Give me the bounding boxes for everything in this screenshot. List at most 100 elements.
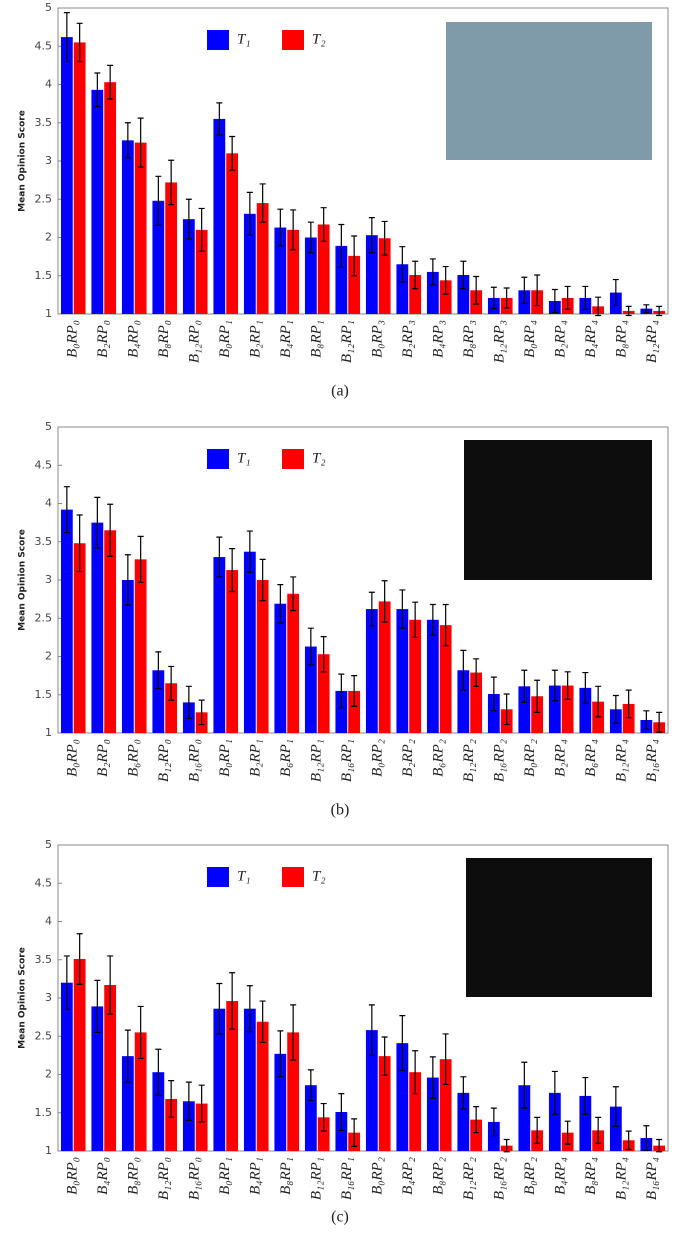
bar: [213, 119, 225, 314]
y-tick-label: 5: [45, 420, 52, 433]
bar: [135, 559, 147, 733]
x-tick-label: B₄RP₀: [95, 1157, 111, 1195]
x-tick-label: B₆RP₂: [431, 739, 447, 777]
x-tick-label: B₁₂RP₄: [614, 739, 630, 782]
x-tick-label: B₈RP₂: [431, 1157, 447, 1195]
y-tick-label: 1.5: [35, 269, 53, 282]
y-axis-label: Mean Opinion Score: [18, 947, 28, 1049]
y-tick-label: 5: [45, 1, 52, 14]
legend-label: T₂: [312, 31, 326, 47]
x-tick-label: B₁₆RP₂: [492, 1157, 508, 1200]
x-tick-label: B₁₂RP₁: [309, 1157, 325, 1200]
bar: [122, 140, 134, 314]
x-tick-label: B₀RP₂: [370, 1157, 386, 1195]
x-tick-label: B₂RP₀: [95, 320, 111, 358]
legend-swatch: [207, 867, 229, 887]
x-tick-label: B₂RP₁: [248, 739, 264, 777]
bar: [427, 620, 439, 733]
x-tick-label: B₈RP₀: [156, 320, 172, 358]
legend-label: T₁: [237, 450, 251, 466]
x-tick-label: B₄RP₃: [431, 320, 447, 358]
bar: [244, 552, 256, 733]
bar: [135, 143, 147, 314]
x-tick-label: B₁₂RP₀: [156, 739, 172, 782]
y-tick-label: 1.5: [35, 688, 53, 701]
x-tick-label: B₁₆RP₀: [187, 1157, 203, 1200]
x-tick-label: B₁₂RP₂: [461, 1157, 477, 1200]
y-tick-label: 3: [45, 154, 52, 167]
x-tick-label: B₀RP₂: [522, 1157, 538, 1195]
figure: 1 1.5 2 2.5 3 3.5 4 4.5 5 Mean Opinion Score T₁ T₂ B…: [0, 0, 680, 1243]
x-tick-label: B₁₂RP₂: [461, 739, 477, 782]
x-tick-label: B₄RP₄: [553, 1157, 569, 1195]
y-tick-label: 3.5: [35, 116, 53, 129]
legend-label: T₂: [312, 868, 326, 884]
y-tick-label: 2: [45, 650, 52, 663]
x-tick-label: B₂RP₀: [95, 739, 111, 777]
x-tick-label: B₁₂RP₄: [614, 1157, 630, 1200]
caption: (b): [331, 802, 350, 819]
x-tick-label: B₀RP₀: [65, 739, 81, 777]
x-tick-label: B₆RP₀: [126, 739, 142, 777]
x-tick-label: B₄RP₀: [126, 320, 142, 358]
x-tick-label: B₆RP₁: [278, 739, 294, 777]
x-tick-label: B₁₆RP₄: [644, 739, 660, 782]
y-tick-label: 2: [45, 1068, 52, 1081]
x-tick-label: B₈RP₀: [126, 1157, 142, 1195]
thumbnail-image: [464, 440, 652, 580]
x-tick-label: B₀RP₁: [217, 320, 233, 358]
y-tick-label: 4: [45, 915, 52, 928]
bar: [104, 530, 116, 733]
x-tick-label: B₈RP₄: [583, 1157, 599, 1195]
y-tick-label: 2: [45, 231, 52, 244]
x-tick-label: B₀RP₃: [370, 320, 386, 358]
bar: [287, 594, 299, 733]
x-tick-label: B₄RP₄: [583, 320, 599, 358]
x-tick-label: B₀RP₁: [217, 1157, 233, 1195]
x-tick-label: B₄RP₁: [248, 1157, 264, 1195]
y-tick-label: 2.5: [35, 192, 53, 205]
x-tick-label: B₂RP₄: [553, 739, 569, 777]
y-tick-label: 3.5: [35, 535, 53, 548]
bar: [74, 959, 86, 1151]
bar: [61, 510, 73, 733]
x-tick-label: B₈RP₁: [278, 1157, 294, 1195]
y-tick-label: 4: [45, 497, 52, 510]
legend-swatch: [207, 449, 229, 469]
bar: [366, 609, 378, 733]
x-tick-label: B₀RP₂: [522, 739, 538, 777]
y-tick-label: 4: [45, 78, 52, 91]
legend-swatch: [282, 867, 304, 887]
legend-label: T₂: [312, 450, 326, 466]
x-tick-label: B₁₂RP₄: [644, 320, 660, 363]
bar: [213, 557, 225, 733]
x-tick-label: B₁₆RP₄: [644, 1157, 660, 1200]
x-tick-label: B₀RP₂: [370, 739, 386, 777]
y-tick-label: 3: [45, 991, 52, 1004]
x-tick-label: B₀RP₁: [217, 739, 233, 777]
bar: [226, 570, 238, 733]
y-tick-label: 2.5: [35, 1029, 53, 1042]
x-tick-label: B₀RP₀: [65, 320, 81, 358]
bar: [74, 42, 86, 314]
y-tick-label: 3.5: [35, 953, 53, 966]
y-tick-label: 4.5: [35, 876, 53, 889]
y-axis-label: Mean Opinion Score: [18, 110, 28, 212]
x-tick-label: B₁₆RP₁: [339, 1157, 355, 1200]
x-tick-label: B₂RP₂: [400, 739, 416, 777]
y-tick-label: 3: [45, 573, 52, 586]
x-tick-label: B₁₂RP₁: [309, 739, 325, 782]
legend-label: T₁: [237, 868, 251, 884]
bar: [91, 523, 103, 733]
x-tick-label: B₈RP₁: [309, 320, 325, 358]
y-tick-label: 1.5: [35, 1106, 53, 1119]
y-tick-label: 1: [45, 307, 52, 320]
x-tick-label: B₁₂RP₁: [339, 320, 355, 363]
x-tick-label: B₄RP₁: [278, 320, 294, 358]
caption: (a): [331, 383, 349, 400]
x-tick-label: B₁₆RP₂: [492, 739, 508, 782]
bar: [257, 580, 269, 733]
thumbnail-image: [466, 858, 652, 997]
caption: (c): [331, 1209, 349, 1226]
legend-swatch: [282, 449, 304, 469]
